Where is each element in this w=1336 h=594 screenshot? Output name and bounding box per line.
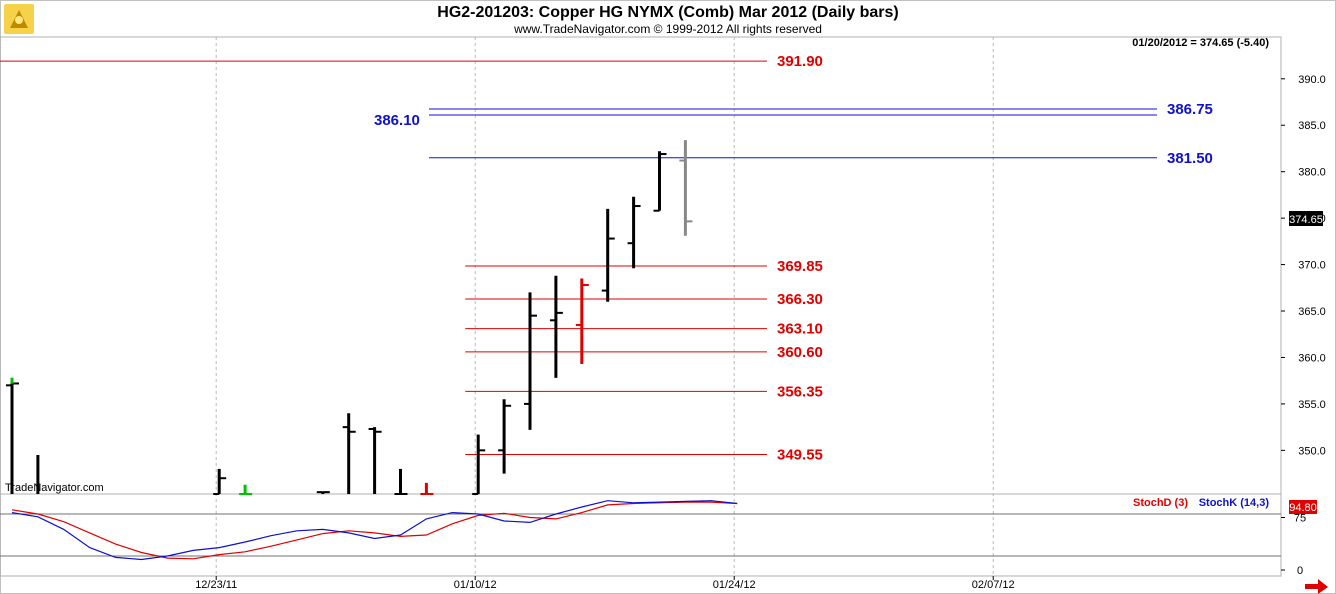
ohlc-bar — [575, 278, 589, 364]
svg-text:94.80: 94.80 — [1289, 502, 1317, 514]
date-tick-label: 01/24/12 — [713, 579, 756, 591]
price-tick-label: 370.0 — [1298, 260, 1326, 272]
ohlc-bar — [368, 427, 382, 494]
chart-title: HG2-201203: Copper HG NYMX (Comb) Mar 20… — [437, 4, 898, 21]
ohlc-bar — [601, 208, 615, 302]
price-tick-label: 380.0 — [1298, 167, 1326, 179]
ohlc-bar — [524, 292, 537, 430]
level-lines: 391.90 369.85 366.30 363.10 360.60 356.35 349.… — [0, 53, 1213, 464]
watermark: TradeNavigator.com — [5, 482, 104, 494]
date-tick-label: 01/10/12 — [454, 579, 497, 591]
navigator-logo-icon — [4, 4, 34, 34]
stoch-last-value-box: 94.80 — [1289, 500, 1317, 514]
last-quote: 01/20/2012 = 374.65 (-5.40) — [1132, 37, 1269, 49]
price-tick-label: 360.0 — [1298, 352, 1326, 364]
svg-text:374.65: 374.65 — [1289, 214, 1323, 226]
ohlc-bar — [679, 140, 693, 236]
price-tick-label: 385.0 — [1298, 120, 1326, 132]
price-tick-label: 390.0 — [1298, 74, 1326, 86]
legend-stochk: StochK (14,3) — [1199, 497, 1270, 509]
red-level-label: 360.60 — [777, 344, 823, 361]
ohlc-bar — [316, 491, 330, 494]
blue-level-label: 381.50 — [1167, 150, 1213, 167]
red-level-label: 369.85 — [777, 258, 823, 275]
ohlc-bar — [342, 413, 356, 494]
red-level-label: 391.90 — [777, 53, 823, 70]
date-tick-label: 12/23/11 — [195, 579, 237, 591]
stoch-series-line — [11, 501, 738, 560]
ohlc-bar — [239, 484, 253, 495]
date-tick-label: 02/07/12 — [972, 579, 1015, 591]
stochastic-lines: 0 75 — [0, 500, 1306, 577]
ohlc-bar — [549, 275, 563, 378]
ohlc-bar — [6, 377, 19, 494]
red-level-label: 366.30 — [777, 291, 823, 308]
stochastic-panel — [0, 493, 1282, 577]
ohlc-bar — [498, 399, 512, 474]
stoch-series-line — [11, 500, 738, 561]
ohlc-bar — [653, 151, 667, 212]
ohlc-bar — [394, 468, 408, 495]
stoch-tick-label: 0 — [1297, 565, 1303, 577]
ohlc-bar — [213, 468, 227, 495]
blue-level-label: 386.75 — [1167, 101, 1213, 118]
price-tick-label: 355.0 — [1298, 399, 1326, 411]
last-price-box: 374.65 — [1289, 211, 1323, 226]
scroll-right-arrow-icon[interactable] — [1305, 579, 1328, 594]
price-tick-label: 365.0 — [1298, 306, 1326, 318]
legend-stochd: StochD (3) — [1133, 497, 1188, 509]
red-level-label: 349.55 — [777, 447, 823, 464]
stoch-tick-label: 75 — [1294, 513, 1306, 525]
price-bars — [6, 140, 693, 495]
blue-level-label: 386.10 — [374, 112, 420, 129]
date-axis: 12/23/11 01/10/12 01/24/12 02/07/12 — [195, 576, 1015, 591]
ohlc-bar — [472, 434, 486, 495]
ohlc-bar — [420, 482, 434, 495]
red-level-label: 363.10 — [777, 321, 823, 338]
red-level-label: 356.35 — [777, 383, 823, 400]
price-tick-label: 350.0 — [1298, 445, 1326, 457]
ohlc-bar — [627, 196, 641, 269]
chart-subtitle: www.TradeNavigator.com © 1999-2012 All r… — [513, 22, 822, 36]
